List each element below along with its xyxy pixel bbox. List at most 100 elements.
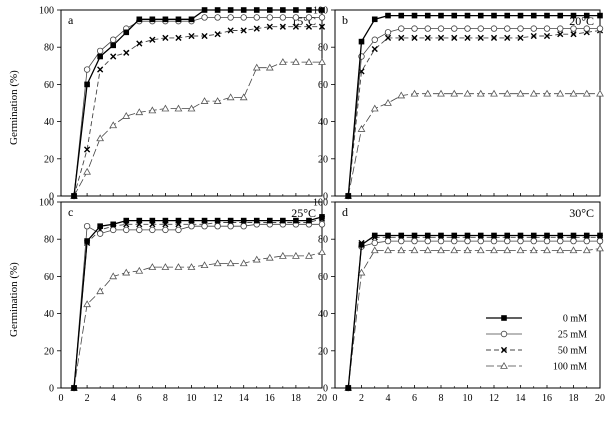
- data-point-25-mm: [570, 25, 577, 32]
- data-point-100-mm: [529, 89, 538, 97]
- data-point-25-mm: [318, 14, 326, 21]
- data-point-100-mm: [490, 89, 498, 97]
- y-tick-label: 40: [318, 117, 328, 128]
- data-point-50-mm: [266, 23, 273, 30]
- y-axis-title-top: Germination (%): [8, 70, 20, 146]
- data-point-0-mm: [530, 232, 537, 239]
- data-point-0-mm: [544, 232, 550, 239]
- data-point-100-mm: [278, 58, 287, 65]
- data-point-0-mm: [136, 16, 143, 23]
- data-point-0-mm: [597, 12, 603, 19]
- data-point-0-mm: [280, 217, 286, 224]
- x-tick-label: 6: [412, 393, 417, 404]
- data-point-100-mm: [569, 89, 578, 97]
- data-point-25-mm: [596, 25, 604, 32]
- series-line-50-mm: [73, 26, 322, 197]
- data-point-100-mm: [423, 89, 432, 97]
- data-point-100-mm: [239, 93, 248, 101]
- data-point-0-mm: [306, 217, 312, 224]
- data-point-0-mm: [597, 232, 603, 239]
- data-point-0-mm: [557, 232, 564, 239]
- data-point-50-mm: [253, 25, 260, 32]
- data-point-0-mm: [358, 38, 365, 45]
- data-point-25-mm: [136, 226, 143, 234]
- data-point-100-mm: [596, 244, 604, 252]
- data-point-25-mm: [371, 36, 378, 43]
- y-tick-label: 80: [44, 235, 54, 246]
- data-point-0-mm: [385, 232, 391, 239]
- data-point-0-mm: [385, 12, 391, 19]
- data-point-0-mm: [201, 7, 208, 13]
- legend-marker: [500, 330, 508, 338]
- data-point-100-mm: [437, 246, 445, 254]
- data-point-100-mm: [476, 246, 485, 254]
- data-point-50-mm: [464, 34, 471, 41]
- data-point-50-mm: [136, 40, 143, 47]
- data-point-100-mm: [265, 63, 274, 71]
- data-point-100-mm: [174, 104, 183, 112]
- data-point-25-mm: [451, 25, 458, 32]
- data-point-100-mm: [476, 89, 485, 97]
- data-point-100-mm: [450, 246, 459, 254]
- data-point-0-mm: [517, 232, 524, 239]
- data-point-50-mm: [292, 23, 299, 30]
- data-point-100-mm: [582, 246, 591, 254]
- data-point-0-mm: [188, 16, 195, 23]
- data-point-0-mm: [201, 217, 208, 224]
- data-point-25-mm: [162, 226, 169, 234]
- panel-letter-d: d: [342, 205, 348, 219]
- data-point-0-mm: [517, 12, 524, 19]
- data-point-0-mm: [570, 12, 577, 19]
- data-point-25-mm: [464, 25, 471, 32]
- data-point-25-mm: [437, 237, 445, 245]
- data-point-0-mm: [491, 232, 497, 239]
- data-point-100-mm: [357, 268, 366, 276]
- legend-label: 25 mM: [558, 330, 587, 341]
- data-point-100-mm: [148, 263, 157, 270]
- series-line-50-mm: [73, 218, 323, 389]
- data-point-0-mm: [398, 12, 405, 19]
- data-point-25-mm: [517, 25, 524, 32]
- data-point-25-mm: [583, 237, 590, 245]
- y-tick-label: 0: [49, 192, 54, 203]
- series-line-0-mm: [73, 216, 323, 389]
- legend-marker: [500, 346, 508, 354]
- data-point-50-mm: [123, 49, 130, 56]
- x-tick-label: 14: [239, 393, 249, 404]
- data-point-25-mm: [227, 222, 234, 230]
- data-point-0-mm: [451, 12, 458, 19]
- series-line-25-mm: [347, 28, 600, 197]
- data-point-100-mm: [226, 93, 235, 101]
- data-point-50-mm: [240, 27, 247, 34]
- data-point-25-mm: [570, 237, 577, 245]
- y-tick-label: 20: [44, 154, 54, 165]
- data-point-0-mm: [162, 217, 169, 224]
- y-tick-label: 100: [39, 198, 54, 209]
- data-point-100-mm: [148, 106, 157, 114]
- data-point-0-mm: [398, 232, 405, 239]
- data-point-25-mm: [557, 237, 564, 245]
- data-point-100-mm: [252, 63, 261, 71]
- data-point-0-mm: [266, 217, 273, 224]
- data-point-0-mm: [293, 7, 299, 13]
- data-point-100-mm: [397, 91, 406, 99]
- data-point-25-mm: [201, 222, 208, 230]
- data-point-100-mm: [556, 246, 565, 254]
- data-point-50-mm: [110, 53, 117, 60]
- series-line-100-mm: [73, 251, 323, 389]
- data-point-50-mm: [451, 34, 458, 41]
- data-point-25-mm: [188, 222, 195, 230]
- data-point-100-mm: [135, 266, 144, 274]
- data-point-100-mm: [437, 89, 445, 97]
- data-point-50-mm: [371, 45, 378, 53]
- data-point-100-mm: [423, 246, 432, 254]
- data-point-100-mm: [503, 89, 512, 97]
- data-point-0-mm: [345, 385, 352, 391]
- legend-label: 0 mM: [563, 314, 587, 325]
- data-point-0-mm: [358, 241, 365, 248]
- data-point-25-mm: [83, 66, 91, 73]
- data-point-100-mm: [490, 246, 498, 254]
- data-point-0-mm: [175, 16, 182, 23]
- data-point-100-mm: [569, 246, 578, 254]
